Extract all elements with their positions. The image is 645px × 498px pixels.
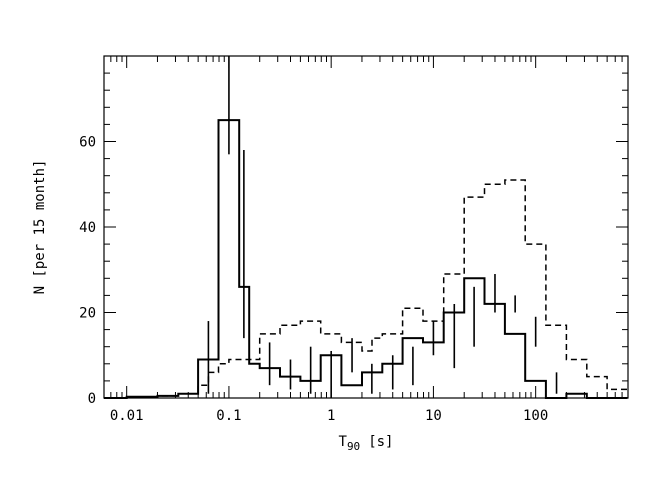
x-tick-label: 10 bbox=[425, 408, 442, 424]
x-axis-label-subscript: 90 bbox=[347, 440, 360, 453]
y-tick-label: 60 bbox=[79, 135, 96, 151]
x-tick-label: 1 bbox=[327, 408, 335, 424]
x-tick-label: 100 bbox=[523, 408, 548, 424]
x-axis-label-main: T bbox=[339, 434, 348, 450]
x-axis-label: T90 [s] bbox=[339, 434, 394, 453]
axis-ticks bbox=[103, 55, 629, 399]
series-solid-line bbox=[104, 119, 628, 399]
y-axis-label: N [per 15 month] bbox=[32, 160, 48, 295]
y-tick-label: 20 bbox=[79, 306, 96, 322]
x-tick-label: 0.1 bbox=[216, 408, 241, 424]
plot-frame bbox=[103, 55, 629, 399]
y-tick-label: 40 bbox=[79, 220, 96, 236]
y-tick-label: 0 bbox=[88, 391, 96, 407]
tick-labels: 0.01 0.1 1 10 100 0 20 40 60 bbox=[79, 135, 548, 425]
chart-marks bbox=[104, 56, 628, 399]
series-dashed-line bbox=[104, 179, 628, 399]
x-tick-label: 0.01 bbox=[110, 408, 144, 424]
x-axis-label-unit: [s] bbox=[368, 434, 393, 450]
